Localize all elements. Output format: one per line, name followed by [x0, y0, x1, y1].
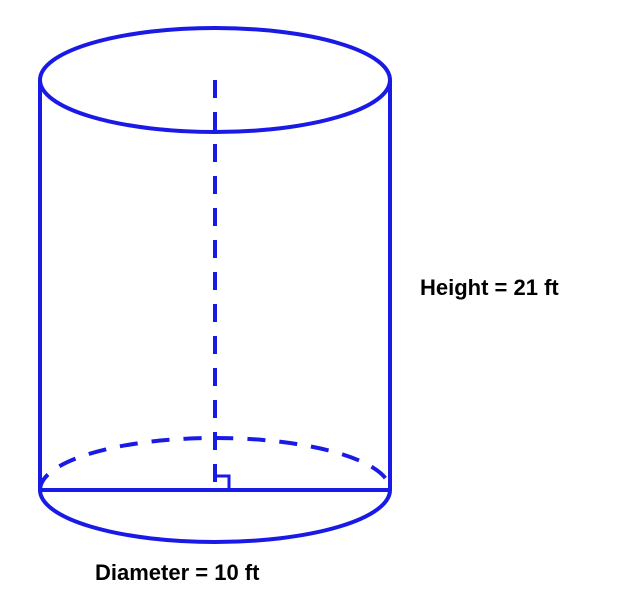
height-label: Height = 21 ft	[420, 275, 559, 301]
diameter-label: Diameter = 10 ft	[95, 560, 259, 586]
cylinder-diagram: Height = 21 ft Diameter = 10 ft	[0, 0, 636, 598]
right-angle-marker	[215, 476, 229, 490]
bottom-ellipse-front	[40, 490, 390, 542]
